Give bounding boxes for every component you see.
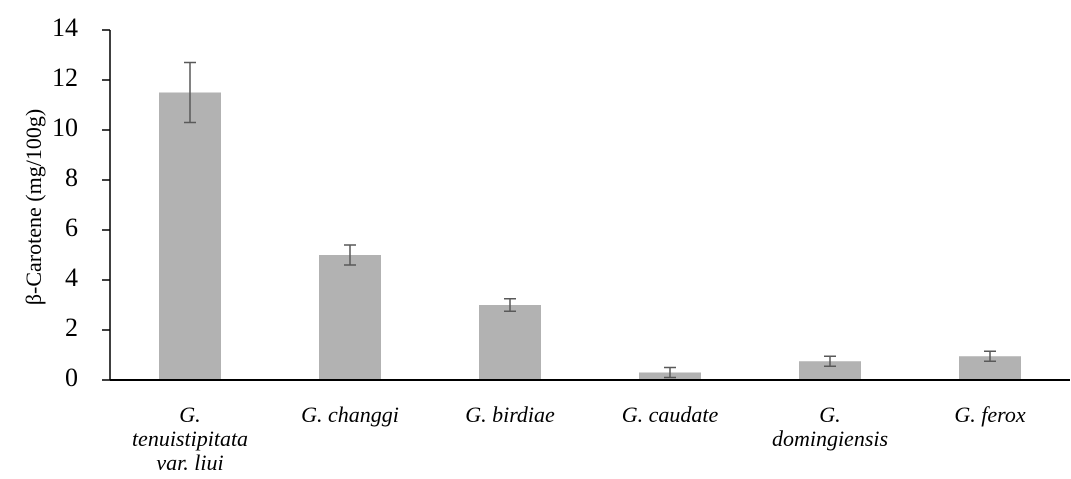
y-tick-label: 10 <box>52 113 78 142</box>
bar <box>479 305 541 380</box>
x-tick-label: G. caudate <box>622 402 719 427</box>
x-tick-label: G. birdiae <box>465 402 555 427</box>
y-tick-label: 8 <box>65 163 78 192</box>
y-tick-label: 4 <box>65 263 78 292</box>
bar <box>319 255 381 380</box>
y-tick-label: 12 <box>52 63 78 92</box>
x-tick-label: G. tenuistipitata var. liui <box>132 402 248 475</box>
y-tick-label: 2 <box>65 313 78 342</box>
y-tick-label: 0 <box>65 363 78 392</box>
x-axis-labels: G. tenuistipitata var. liui G. changgi G. bi… <box>132 402 1026 475</box>
y-axis: 0 2 4 6 8 10 12 14 <box>52 13 111 392</box>
x-tick-label: G. changgi <box>301 402 399 427</box>
bars <box>159 92 1021 380</box>
error-bars <box>184 61 996 379</box>
x-tick-label: G. domingiensis <box>772 402 888 451</box>
y-tick-label: 6 <box>65 213 78 242</box>
y-axis-title: β-Carotene (mg/100g) <box>21 109 46 305</box>
bar <box>959 356 1021 380</box>
y-tick-label: 14 <box>52 13 78 42</box>
x-tick-label: G. ferox <box>954 402 1026 427</box>
bar <box>799 361 861 380</box>
bar <box>159 92 221 380</box>
